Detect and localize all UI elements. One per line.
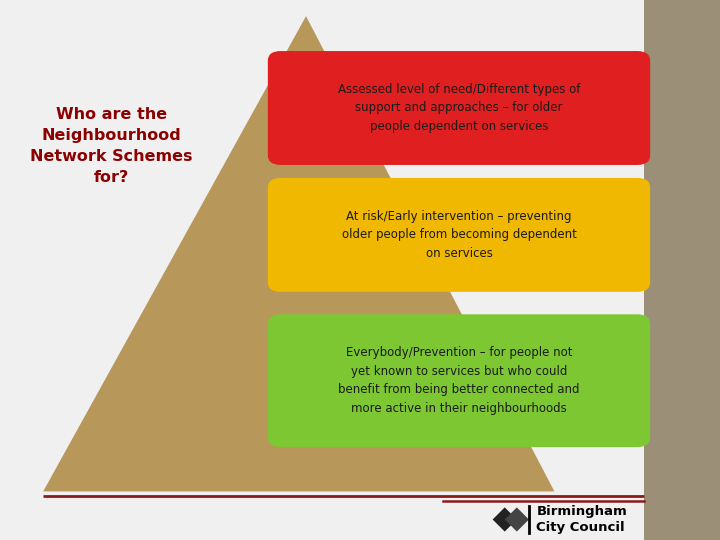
FancyBboxPatch shape — [268, 314, 650, 447]
Text: At risk/Early intervention – preventing
older people from becoming dependent
on : At risk/Early intervention – preventing … — [341, 210, 577, 260]
Polygon shape — [492, 508, 517, 531]
Text: Assessed level of need/Different types of
support and approaches – for older
peo: Assessed level of need/Different types o… — [338, 83, 580, 133]
Text: Everybody/Prevention – for people not
yet known to services but who could
benefi: Everybody/Prevention – for people not ye… — [338, 347, 580, 415]
FancyBboxPatch shape — [268, 51, 650, 165]
Bar — [644, 0, 720, 540]
FancyBboxPatch shape — [268, 178, 650, 292]
Polygon shape — [43, 16, 554, 491]
Text: Birmingham
City Council: Birmingham City Council — [536, 505, 627, 534]
Text: Who are the
Neighbourhood
Network Schemes
for?: Who are the Neighbourhood Network Scheme… — [30, 107, 193, 185]
Polygon shape — [505, 508, 529, 531]
